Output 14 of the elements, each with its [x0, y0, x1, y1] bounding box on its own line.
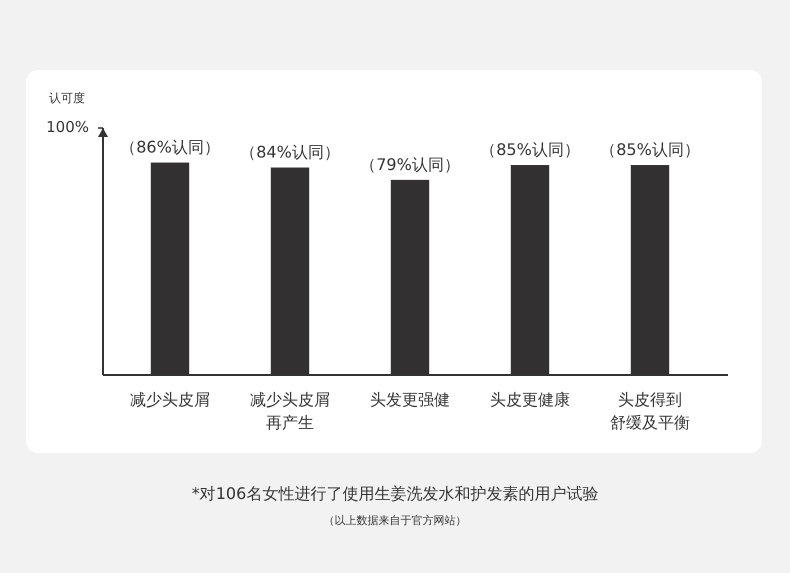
- x-tick-label: 头皮更健康: [490, 390, 570, 409]
- data-label: （79%认同）: [360, 154, 460, 174]
- x-tick-label: 减少头皮屑再产生: [250, 390, 330, 432]
- data-label: （85%认同）: [480, 140, 580, 160]
- y-axis-title: 认可度: [49, 91, 85, 105]
- text: *对106名女性进行了使用生姜洗发水和护发素的用户试验: [192, 484, 598, 503]
- data-label: （86%认同）: [120, 138, 220, 157]
- x-tick-label: 头发更强健: [370, 390, 450, 409]
- x-tick-label: 减少头皮屑: [130, 390, 210, 409]
- data-label: （85%认同）: [600, 140, 700, 160]
- x-tick-label: 头皮得到舒缓及平衡: [610, 390, 690, 432]
- y-tick-label: 100%: [46, 118, 89, 136]
- data-label: （84%认同）: [240, 142, 340, 162]
- text: （以上数据来自于官方网站）: [324, 514, 466, 527]
